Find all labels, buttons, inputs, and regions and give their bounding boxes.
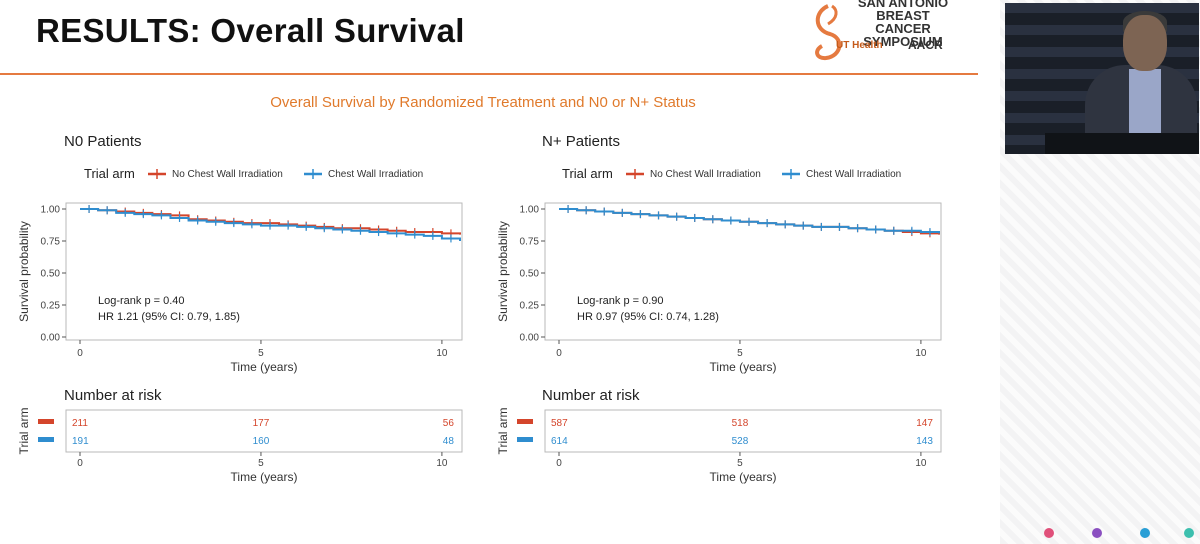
hr-annotation: HR 1.21 (95% CI: 0.79, 1.85)	[98, 311, 240, 323]
risk-count: 48	[443, 436, 455, 447]
y-tick-label: 0.50	[520, 269, 540, 280]
risk-table-title: Number at risk	[64, 387, 162, 404]
risk-x-axis-label: Time (years)	[710, 470, 777, 484]
risk-table-panel	[65, 409, 463, 453]
decorative-dots	[1040, 528, 1200, 544]
slide: RESULTS: Overall Survival SAN ANTONIO BR…	[0, 0, 978, 484]
risk-count: 177	[253, 418, 270, 429]
panel-title: N0 Patients	[64, 133, 142, 150]
speaker-video	[1005, 3, 1199, 154]
dot-icon	[1140, 528, 1150, 538]
podium	[1045, 133, 1199, 154]
chart-heading: Overall Survival by Randomized Treatment…	[270, 94, 696, 111]
y-tick-label: 0.75	[520, 237, 540, 248]
x-tick-label: 5	[737, 348, 743, 359]
y-axis-label: Survival probability	[496, 221, 510, 322]
legend-label: No Chest Wall Irradiation	[650, 169, 761, 180]
symposium-logo: SAN ANTONIO BREAST CANCER SYMPOSIUM UT H…	[808, 0, 958, 70]
x-tick-label: 10	[915, 348, 927, 359]
risk-row-swatch	[517, 419, 533, 424]
logo-line-1: SAN ANTONIO	[857, 0, 949, 10]
risk-row-swatch	[517, 437, 533, 442]
plot-panel	[544, 202, 942, 341]
x-axis-label: Time (years)	[710, 360, 777, 374]
slide-title: RESULTS: Overall Survival	[36, 12, 465, 49]
risk-count: 518	[732, 418, 749, 429]
km-charts: N0 Patients Trial arm No Chest Wall Irradi…	[17, 133, 942, 484]
ut-health-logo: UT Health	[836, 40, 883, 51]
logo-line-2: BREAST CANCER	[875, 8, 931, 36]
dot-icon	[1044, 528, 1054, 538]
x-axis-label: Time (years)	[231, 360, 298, 374]
y-tick-label: 1.00	[520, 205, 540, 216]
speaker-head	[1123, 15, 1167, 71]
risk-x-axis-label: Time (years)	[231, 470, 298, 484]
x-tick-label: 5	[258, 348, 264, 359]
risk-count: 191	[72, 436, 89, 447]
y-tick-label: 0.25	[41, 301, 61, 312]
risk-count: 160	[253, 436, 270, 447]
legend-label: Chest Wall Irradiation	[328, 169, 423, 180]
risk-count: 211	[72, 418, 88, 429]
survival-curve	[559, 208, 940, 234]
aacr-logo: AACR	[908, 38, 943, 52]
y-tick-label: 0.25	[520, 301, 540, 312]
risk-table-panel	[544, 409, 942, 453]
risk-x-tick-label: 0	[77, 458, 83, 469]
risk-count: 614	[551, 436, 568, 447]
hr-annotation: HR 0.97 (95% CI: 0.74, 1.28)	[577, 311, 719, 323]
legend-title: Trial arm	[84, 166, 135, 181]
risk-table-title: Number at risk	[542, 387, 640, 404]
y-tick-label: 1.00	[41, 205, 61, 216]
risk-x-tick-label: 5	[737, 458, 743, 469]
logrank-annotation: Log-rank p = 0.90	[577, 295, 664, 307]
risk-x-tick-label: 0	[556, 458, 562, 469]
risk-count: 528	[732, 436, 749, 447]
y-axis-label: Survival probability	[17, 221, 31, 322]
y-tick-label: 0.00	[41, 333, 61, 344]
risk-table-ylabel: Trial arm	[496, 408, 510, 455]
risk-count: 147	[916, 418, 933, 429]
legend-title: Trial arm	[562, 166, 613, 181]
legend-label: Chest Wall Irradiation	[806, 169, 901, 180]
dot-icon	[1092, 528, 1102, 538]
risk-count: 587	[551, 418, 568, 429]
risk-x-tick-label: 5	[258, 458, 264, 469]
y-tick-label: 0.75	[41, 237, 61, 248]
y-tick-label: 0.00	[520, 333, 540, 344]
risk-x-tick-label: 10	[436, 458, 448, 469]
risk-x-tick-label: 10	[915, 458, 927, 469]
logrank-annotation: Log-rank p = 0.40	[98, 295, 185, 307]
risk-table-ylabel: Trial arm	[17, 408, 31, 455]
dot-icon	[1184, 528, 1194, 538]
symposium-name: SAN ANTONIO BREAST CANCER SYMPOSIUM	[848, 0, 958, 48]
y-tick-label: 0.50	[41, 269, 61, 280]
x-tick-label: 0	[77, 348, 83, 359]
speaker-shirt	[1129, 69, 1161, 139]
x-tick-label: 10	[436, 348, 448, 359]
risk-count: 143	[916, 436, 933, 447]
risk-row-swatch	[38, 419, 54, 424]
x-tick-label: 0	[556, 348, 562, 359]
logo-line-3: SYMPOSIUM	[863, 34, 943, 49]
risk-count: 56	[443, 418, 455, 429]
legend-label: No Chest Wall Irradiation	[172, 169, 283, 180]
ribbon-logo-icon	[815, 4, 842, 61]
panel-title: N+ Patients	[542, 133, 620, 150]
title-divider	[0, 73, 978, 75]
risk-row-swatch	[38, 437, 54, 442]
